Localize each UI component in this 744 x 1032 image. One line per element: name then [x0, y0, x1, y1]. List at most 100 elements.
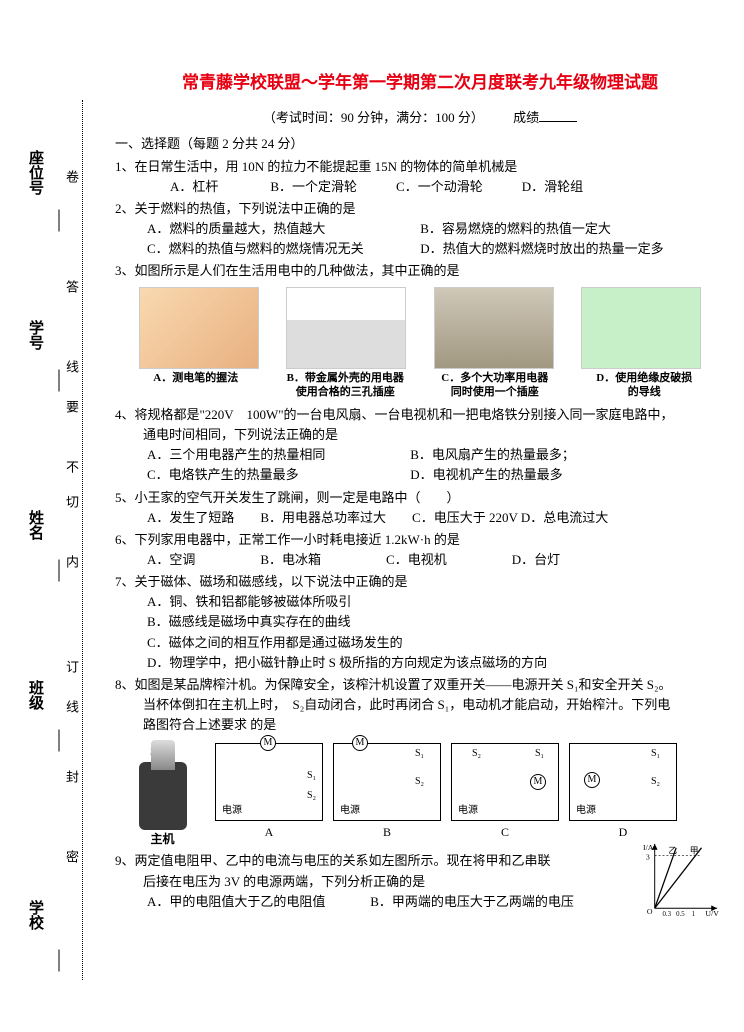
q7-d: D．物理学中，把小磁针静止时 S 极所指的方向规定为该点磁场的方向 [115, 653, 725, 673]
q9-graph: I/A U/V 3 O 0.3 0.5 1 甲 乙 [643, 840, 721, 918]
label-id: 学号 [25, 320, 46, 350]
circuit-b: M S₁ S₂ 电源 [333, 743, 441, 821]
circuit-a-wrap: M S₁ S₂ 电源 A [215, 743, 323, 848]
q2-a: A．燃料的质量越大，热值越大 [147, 219, 417, 239]
q4-row1: A．三个用电器产生的热量相同 B．电风扇产生的热量最多； [115, 445, 725, 465]
q4-c: C．电烙铁产生的热量最多 [147, 465, 407, 485]
motor-d: M [584, 772, 600, 788]
x2: 0.5 [676, 911, 685, 918]
label-c: C [451, 823, 559, 842]
q4-row2: C．电烙铁产生的热量最多 D．电视机产生的热量最多 [115, 465, 725, 485]
q7-a: A．铜、铁和铝都能够被磁体所吸引 [115, 592, 725, 612]
q3-img-b [286, 287, 406, 369]
x1: 0.3 [663, 911, 672, 918]
q7-b: B．磁感线是磁场中真实存在的曲线 [115, 612, 725, 632]
circuit-d: S₁ M S₂ 电源 [569, 743, 677, 821]
motor-a: M [260, 735, 276, 751]
circuit-c: S₂ S₁ M 电源 [451, 743, 559, 821]
label-name: 姓名 [25, 510, 46, 540]
q9-row: A．甲的电阻值大于乙的电阻值 B．甲两端的电压大于乙两端的电压 [115, 892, 725, 912]
q1-stem: 1、在日常生活中，用 10N 的拉力不能提起重 15N 的物体的简单机械是 [115, 157, 725, 177]
q6-opts: A．空调 B．电冰箱 C．电视机 D．台灯 [115, 550, 725, 570]
fold-line [82, 100, 83, 980]
power-d: 电源 [576, 803, 596, 819]
label-a: A [215, 823, 323, 842]
q4-a: A．三个用电器产生的热量相同 [147, 445, 407, 465]
exam-content: 常青藤学校联盟～学年第一学期第二次月度联考九年级物理试题 （考试时间：90 分钟… [115, 70, 725, 912]
inner-4: 不 [62, 460, 81, 473]
inner-8: 封 [62, 770, 81, 783]
q3-stem: 3、如图所示是人们在生活用电中的几种做法，其中正确的是 [115, 261, 725, 281]
s1-a: S₁ [307, 768, 316, 784]
q2-d: D．热值大的燃料燃烧时放出的热量一定多 [420, 241, 663, 256]
q2-b: B．容易燃烧的燃料的热值一定大 [420, 221, 611, 236]
q3-img-d [581, 287, 701, 369]
s1-b: S₁ [415, 746, 424, 762]
circuit-c-wrap: S₂ S₁ M 电源 C [451, 743, 559, 848]
s2-a: S₂ [307, 788, 316, 804]
q9-stem: 9、两定值电阻甲、乙中的电流与电压的关系如左图所示。现在将甲和乙串联 [115, 851, 725, 871]
exam-title: 常青藤学校联盟～学年第一学期第二次月度联考九年级物理试题 [115, 70, 725, 96]
q8-l2: 当杯体倒扣在主机上时， S₂自动闭合，此时再闭合 S₁，电动机才能启动，开始榨汁… [115, 695, 725, 715]
circuit-a: M S₁ S₂ 电源 [215, 743, 323, 821]
q8-figures: 杯体 主机 M S₁ S₂ 电源 A M S₁ S₂ 电源 B S₂ [120, 743, 725, 848]
axis-y: I/A [643, 843, 654, 852]
q3-cap-d: D．使用绝缘皮破损 的导线 [574, 372, 714, 400]
q9-a: A．甲的电阻值大于乙的电阻值 [147, 892, 367, 912]
q4-cont: 通电时间相同，下列说法正确的是 [115, 425, 725, 445]
label-class: 班级 [25, 680, 46, 710]
power-b: 电源 [340, 803, 360, 819]
origin: O [647, 907, 653, 916]
q3-cap-c: C．多个大功率用电器 同时使用一个插座 [425, 372, 565, 400]
inner-3: 要 [62, 400, 81, 413]
line-jia: 甲 [690, 845, 699, 855]
q1-opts: A．杠杆 B．一个定滑轮 C．一个动滑轮 D．滑轮组 [115, 177, 725, 197]
score-blank [539, 121, 577, 122]
q3-img-a [139, 287, 259, 369]
q5-opts: A．发生了短路 B．用电器总功率过大 C．电压大于 220V D．总电流过大 [115, 508, 725, 528]
blank-id [59, 370, 60, 392]
q3-cap-a: A．测电笔的握法 [126, 372, 266, 400]
juicer-icon [139, 762, 187, 830]
q5-stem: 5、小王家的空气开关发生了跳闸，则一定是电路中（ ） [115, 488, 725, 508]
inner-1: 答 [62, 280, 81, 293]
q3-cap-b: B．带金属外壳的用电器 使用合格的三孔插座 [275, 372, 415, 400]
label-school: 学校 [25, 900, 46, 930]
axis-x: U/V [705, 909, 719, 918]
s1-d: S₁ [651, 746, 660, 762]
q2-row2: C．燃料的热值与燃料的燃烧情况无关 D．热值大的燃料燃烧时放出的热量一定多 [115, 239, 725, 259]
q9-block: 9、两定值电阻甲、乙中的电流与电压的关系如左图所示。现在将甲和乙串联 后接在电压… [115, 851, 725, 911]
q9-b: B．甲两端的电压大于乙两端的电压 [370, 894, 574, 909]
score-label: 成绩 [513, 110, 539, 125]
inner-2: 线 [62, 360, 81, 373]
blank-name [59, 560, 60, 582]
circuit-b-wrap: M S₁ S₂ 电源 B [333, 743, 441, 848]
subtitle-info: （考试时间：90 分钟，满分：100 分） [263, 110, 484, 125]
q9-l2: 后接在电压为 3V 的电源两端，下列分析正确的是 [115, 872, 725, 892]
s2-d: S₂ [651, 774, 660, 790]
power-a: 电源 [222, 803, 242, 819]
label-b: B [333, 823, 441, 842]
q7-stem: 7、关于磁体、磁场和磁感线，以下说法中正确的是 [115, 572, 725, 592]
q3-images [115, 287, 725, 369]
inner-5: 切 [62, 495, 81, 508]
line-yi: 乙 [668, 845, 677, 855]
q4-stem: 4、将规格都是"220V 100W"的一台电风扇、一台电视机和一把电烙铁分别接入… [115, 405, 725, 425]
s2-b: S₂ [415, 774, 424, 790]
y-val: 3 [646, 852, 650, 861]
inner-6: 内 [62, 555, 81, 568]
inner-hint: 订 [62, 660, 81, 673]
x3: 1 [692, 911, 695, 918]
q7-c: C．磁体之间的相互作用都是通过磁场发生的 [115, 633, 725, 653]
motor-c: M [530, 774, 546, 790]
q3-img-c [434, 287, 554, 369]
q2-stem: 2、关于燃料的热值，下列说法中正确的是 [115, 199, 725, 219]
host-label: 主机 [120, 830, 205, 849]
q4-b: B．电风扇产生的热量最多； [410, 447, 575, 462]
circuit-d-wrap: S₁ M S₂ 电源 D [569, 743, 677, 848]
s2-c: S₂ [472, 746, 481, 762]
juicer-diagram: 杯体 主机 [120, 743, 205, 848]
q4-d: D．电视机产生的热量最多 [410, 467, 562, 482]
q8-l3: 路图符合上述要求 的是 [115, 715, 725, 735]
exam-subtitle: （考试时间：90 分钟，满分：100 分） 成绩 [115, 108, 725, 128]
